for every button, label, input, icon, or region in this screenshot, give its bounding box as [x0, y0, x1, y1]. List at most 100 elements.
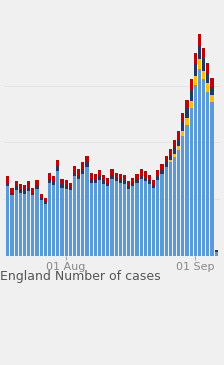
Bar — [115, 181, 118, 256]
Bar — [173, 147, 176, 154]
Bar — [81, 169, 84, 174]
Bar — [106, 182, 109, 187]
Bar — [6, 187, 9, 256]
Bar — [185, 119, 189, 125]
Bar — [106, 187, 109, 256]
Bar — [136, 179, 139, 182]
Bar — [165, 156, 168, 162]
Text: England Number of cases: England Number of cases — [0, 270, 161, 283]
Bar — [211, 102, 213, 256]
Bar — [23, 194, 26, 255]
Bar — [69, 182, 72, 188]
Bar — [140, 175, 143, 179]
Bar — [110, 169, 114, 175]
Bar — [52, 185, 55, 256]
Bar — [85, 162, 88, 168]
Bar — [194, 53, 197, 63]
Bar — [131, 182, 134, 187]
Bar — [90, 182, 93, 256]
Bar — [52, 176, 55, 181]
Bar — [177, 150, 180, 256]
Bar — [44, 198, 47, 201]
Bar — [110, 175, 114, 179]
Bar — [19, 189, 22, 193]
Bar — [27, 191, 30, 256]
Bar — [152, 180, 155, 185]
Bar — [123, 175, 126, 180]
Bar — [11, 195, 13, 255]
Bar — [110, 179, 114, 256]
Bar — [190, 108, 193, 256]
Bar — [23, 190, 26, 194]
Bar — [173, 140, 176, 147]
Bar — [181, 114, 184, 122]
Bar — [140, 179, 143, 256]
Bar — [202, 71, 205, 80]
Bar — [169, 155, 172, 160]
Bar — [40, 194, 43, 198]
Bar — [131, 187, 134, 256]
Bar — [215, 250, 218, 252]
Bar — [190, 89, 193, 101]
Bar — [211, 78, 213, 87]
Bar — [148, 180, 151, 184]
Bar — [160, 164, 164, 170]
Bar — [6, 176, 9, 182]
Bar — [77, 169, 80, 175]
Bar — [56, 166, 59, 171]
Bar — [11, 193, 13, 195]
Bar — [123, 180, 126, 184]
Bar — [185, 125, 189, 256]
Bar — [40, 200, 43, 255]
Bar — [69, 190, 72, 256]
Bar — [119, 182, 122, 256]
Bar — [15, 190, 18, 256]
Bar — [181, 131, 184, 136]
Bar — [90, 173, 93, 179]
Bar — [211, 87, 213, 95]
Bar — [85, 156, 88, 162]
Bar — [60, 179, 64, 184]
Bar — [123, 184, 126, 256]
Bar — [140, 169, 143, 175]
Bar — [181, 122, 184, 131]
Bar — [115, 173, 118, 177]
Bar — [19, 184, 22, 189]
Bar — [44, 204, 47, 256]
Bar — [215, 252, 218, 256]
Bar — [148, 175, 151, 180]
Bar — [211, 95, 213, 102]
Bar — [31, 188, 34, 193]
Bar — [52, 181, 55, 185]
Bar — [177, 131, 180, 139]
Bar — [127, 187, 130, 189]
Bar — [69, 188, 72, 190]
Bar — [160, 170, 164, 174]
Bar — [77, 179, 80, 256]
Bar — [102, 180, 105, 184]
Bar — [202, 48, 205, 58]
Bar — [48, 173, 51, 179]
Bar — [48, 182, 51, 256]
Bar — [127, 181, 130, 187]
Bar — [156, 170, 159, 176]
Bar — [206, 83, 209, 92]
Bar — [169, 162, 172, 256]
Bar — [23, 185, 26, 190]
Bar — [156, 176, 159, 180]
Bar — [165, 162, 168, 168]
Bar — [60, 188, 64, 256]
Bar — [44, 201, 47, 204]
Bar — [177, 139, 180, 146]
Bar — [73, 166, 76, 173]
Bar — [81, 162, 84, 169]
Bar — [119, 174, 122, 179]
Bar — [206, 63, 209, 73]
Bar — [152, 188, 155, 256]
Bar — [90, 179, 93, 182]
Bar — [98, 170, 101, 176]
Bar — [202, 80, 205, 256]
Bar — [206, 73, 209, 83]
Bar — [56, 160, 59, 166]
Bar — [127, 189, 130, 256]
